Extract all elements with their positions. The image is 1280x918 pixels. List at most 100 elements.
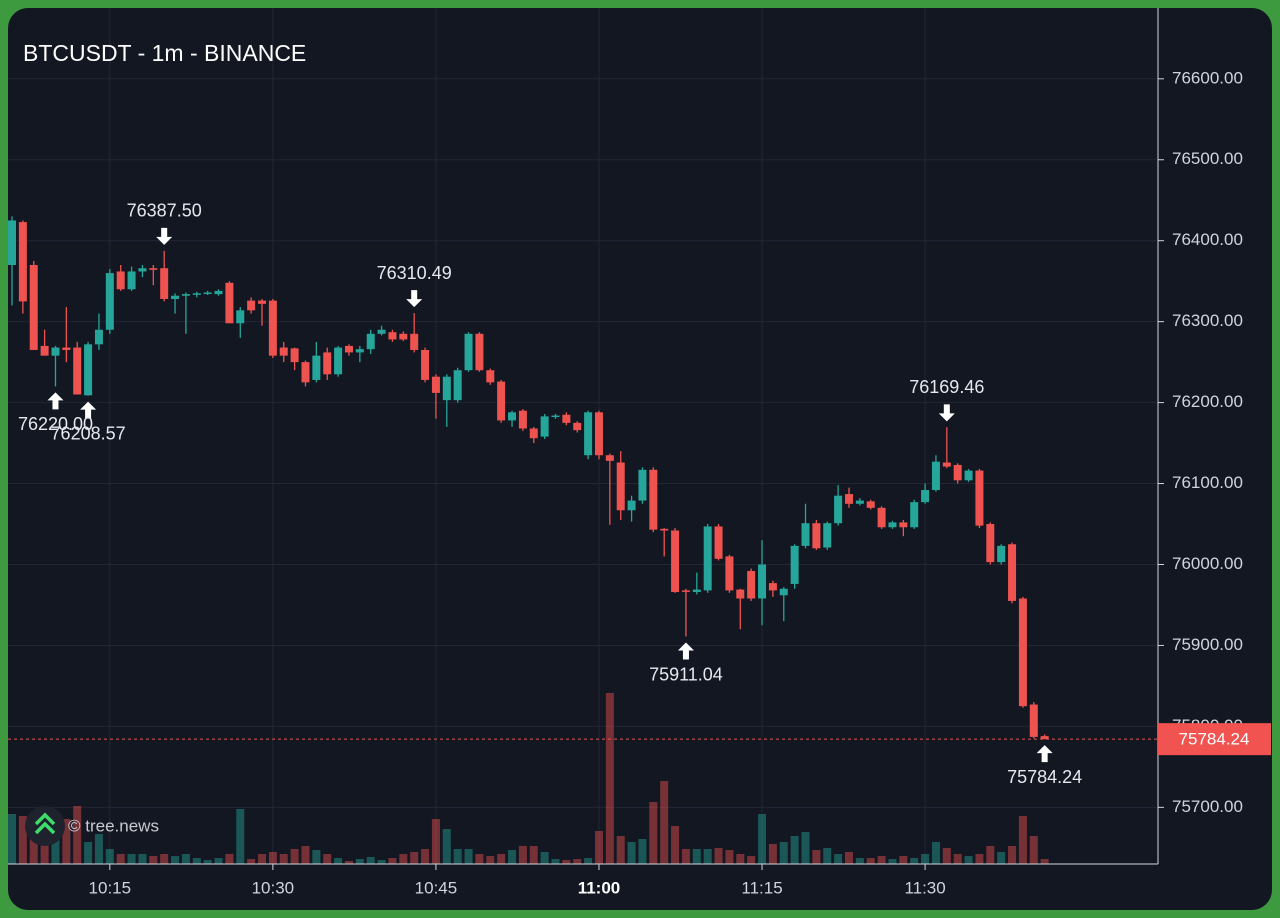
volume-bar bbox=[334, 858, 343, 864]
candle-body bbox=[551, 415, 560, 418]
y-tick-label: 76100.00 bbox=[1172, 473, 1243, 492]
candle-body bbox=[921, 490, 930, 503]
volume-bar bbox=[562, 860, 571, 864]
y-tick-label: 76300.00 bbox=[1172, 311, 1243, 330]
candle-body bbox=[540, 416, 549, 437]
volume-bar bbox=[931, 842, 940, 864]
candle-body bbox=[855, 500, 864, 504]
volume-bar bbox=[268, 852, 277, 864]
volume-bar bbox=[518, 846, 527, 864]
volume-bar bbox=[768, 844, 777, 864]
candle-body bbox=[51, 347, 60, 356]
volume-bar bbox=[681, 849, 690, 864]
volume-bar bbox=[323, 854, 332, 864]
last-price-label: 75784.24 bbox=[1179, 730, 1250, 749]
volume-bar bbox=[149, 856, 158, 864]
candle-body bbox=[410, 333, 419, 350]
volume-bar bbox=[181, 854, 190, 864]
volume-bar bbox=[344, 861, 353, 864]
candle-body bbox=[464, 333, 473, 371]
volume-bar bbox=[899, 856, 908, 864]
candle-body bbox=[866, 501, 875, 508]
candle-body bbox=[497, 381, 506, 421]
volume-bar bbox=[225, 854, 234, 864]
candle-body bbox=[203, 292, 212, 295]
candle-body bbox=[62, 347, 71, 350]
volume-bar bbox=[540, 852, 549, 864]
candle-body bbox=[334, 347, 343, 375]
candle-body bbox=[40, 345, 49, 356]
volume-bar bbox=[127, 854, 136, 864]
volume-bar bbox=[616, 836, 625, 864]
volume-bar bbox=[8, 814, 16, 864]
annotation-arrow bbox=[80, 401, 97, 419]
candle-body bbox=[703, 526, 712, 591]
candle-body bbox=[475, 333, 484, 371]
volume-bar bbox=[399, 854, 408, 864]
candle-body bbox=[8, 220, 16, 265]
y-tick-label: 76600.00 bbox=[1172, 68, 1243, 87]
plot bbox=[8, 8, 1158, 864]
candle-body bbox=[942, 462, 951, 467]
volume-bar bbox=[116, 854, 125, 864]
volume-bar bbox=[964, 856, 973, 864]
candle-body bbox=[768, 583, 777, 591]
candle-body bbox=[171, 295, 180, 299]
candle-body bbox=[323, 352, 332, 375]
volume-bar bbox=[62, 819, 71, 864]
candle-body bbox=[181, 294, 190, 296]
candle-body bbox=[388, 332, 397, 340]
volume-bar bbox=[627, 842, 636, 864]
volume-bar bbox=[910, 858, 919, 864]
candle-body bbox=[953, 464, 962, 481]
candle-body bbox=[725, 556, 734, 591]
candle-body bbox=[692, 589, 701, 593]
volume-bar bbox=[29, 836, 38, 864]
volume-bar bbox=[975, 854, 984, 864]
annotation-arrow bbox=[938, 404, 955, 422]
candle-body bbox=[747, 570, 756, 599]
candle-body bbox=[638, 469, 647, 501]
volume-bar bbox=[844, 852, 853, 864]
volume-bar bbox=[388, 858, 397, 864]
candle-body bbox=[899, 522, 908, 528]
candle-body bbox=[964, 470, 973, 481]
volume-bar bbox=[942, 848, 951, 864]
candles bbox=[8, 216, 1049, 740]
volume-bar bbox=[823, 848, 832, 864]
annotation-label: 75784.24 bbox=[1007, 767, 1082, 787]
candle-body bbox=[1029, 704, 1038, 737]
volume-bar bbox=[453, 849, 462, 864]
volume-bar bbox=[953, 854, 962, 864]
volume-bar bbox=[779, 842, 788, 864]
volume-bar bbox=[1008, 846, 1017, 864]
candle-body bbox=[29, 264, 38, 350]
volume-bar bbox=[1018, 816, 1027, 864]
volume-bar bbox=[410, 852, 419, 864]
candle-body bbox=[649, 469, 658, 530]
annotation-arrow bbox=[677, 642, 694, 660]
volume-bar bbox=[236, 809, 245, 864]
volume-bar bbox=[301, 846, 310, 864]
candle-body bbox=[279, 347, 288, 356]
candle-body bbox=[127, 271, 136, 290]
volume-bar bbox=[877, 856, 886, 864]
volume-bar bbox=[584, 858, 593, 864]
candle-body bbox=[366, 333, 375, 350]
volume-bar bbox=[160, 854, 169, 864]
candle-body bbox=[888, 522, 897, 528]
volume-bar bbox=[312, 850, 321, 864]
x-tick-label: 11:15 bbox=[741, 878, 782, 897]
annotation-label: 76310.49 bbox=[377, 263, 452, 283]
last-price-tag bbox=[1158, 723, 1271, 756]
candle-body bbox=[834, 495, 843, 524]
candle-body bbox=[812, 523, 821, 549]
candle-body bbox=[681, 590, 690, 592]
volume-bar bbox=[714, 848, 723, 864]
volume-bar bbox=[105, 849, 114, 864]
annotation-arrow bbox=[1036, 745, 1053, 763]
volume-bar bbox=[18, 816, 27, 864]
volume-bar bbox=[203, 860, 212, 864]
